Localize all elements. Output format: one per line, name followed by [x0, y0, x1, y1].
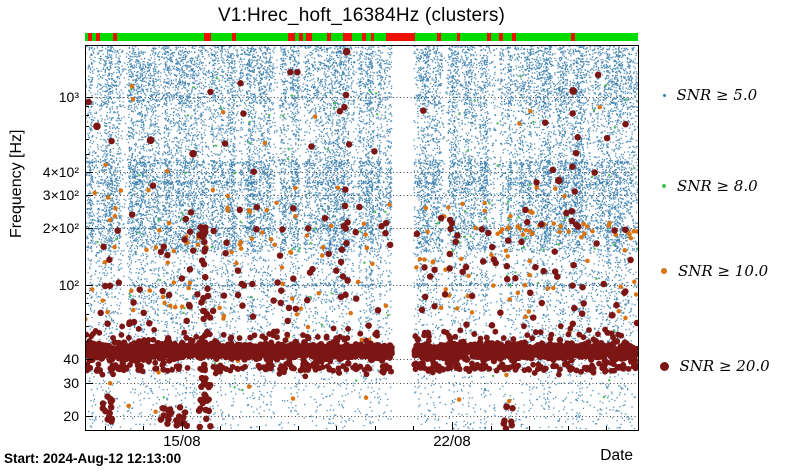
x-tick-label: 15/08: [163, 433, 201, 450]
status-segment-red: [232, 33, 236, 41]
status-segment-red: [87, 33, 93, 41]
status-segment-red: [327, 33, 332, 41]
status-segment-red: [437, 33, 442, 41]
status-segment-red: [487, 33, 491, 41]
legend-label: SNR ≥ 5.0: [676, 86, 758, 104]
status-segment-red: [385, 33, 416, 41]
start-time-label: Start: 2024-Aug-12 12:13:00: [4, 451, 182, 466]
legend-label: SNR ≥ 8.0: [677, 177, 758, 195]
y-tick-label: 20: [63, 407, 79, 424]
y-tick-label: 40: [63, 351, 79, 368]
legend-marker: [661, 268, 667, 274]
legend-label: SNR ≥ 20.0: [679, 357, 770, 375]
y-tick-label: 2×10²: [42, 220, 79, 237]
status-segment-red: [306, 33, 312, 41]
legend-marker: [662, 184, 666, 188]
legend-label: SNR ≥ 10.0: [678, 262, 769, 280]
status-segment-red: [571, 33, 575, 41]
status-segment-red: [299, 33, 303, 41]
status-bar: [85, 33, 638, 41]
legend-entry: SNR ≥ 8.0: [652, 175, 758, 197]
y-tick-label: 10²: [58, 276, 79, 293]
legend-marker: [662, 93, 666, 97]
status-segment-red: [287, 33, 296, 41]
y-tick-label: 10³: [58, 89, 79, 106]
x-axis-title: Date: [600, 447, 633, 464]
legend-entry: SNR ≥ 20.0: [652, 355, 770, 377]
status-segment-red: [203, 33, 212, 41]
status-segment-red: [370, 33, 375, 41]
y-tick-label: 4×10²: [42, 163, 79, 180]
plot-title: V1:Hrec_hoft_16384Hz (clusters): [217, 5, 506, 26]
status-segment-red: [499, 33, 504, 41]
legend-entry: SNR ≥ 10.0: [652, 260, 768, 282]
status-segment-red: [96, 33, 100, 41]
x-tick-label: 22/08: [433, 433, 471, 450]
status-segment-red: [343, 33, 353, 41]
legend-marker: [659, 361, 669, 371]
status-segment-red: [457, 33, 460, 41]
legend: SNR ≥ 5.0 SNR ≥ 8.0 SNR ≥ 10.0 SNR ≥ 20.0: [652, 0, 805, 472]
status-segment-red: [511, 33, 516, 41]
status-segment-red: [362, 33, 366, 41]
status-segment-red: [113, 33, 118, 41]
y-tick-label: 3×10²: [42, 187, 79, 204]
legend-entry: SNR ≥ 5.0: [652, 84, 757, 106]
y-tick-label: 30: [63, 374, 79, 391]
